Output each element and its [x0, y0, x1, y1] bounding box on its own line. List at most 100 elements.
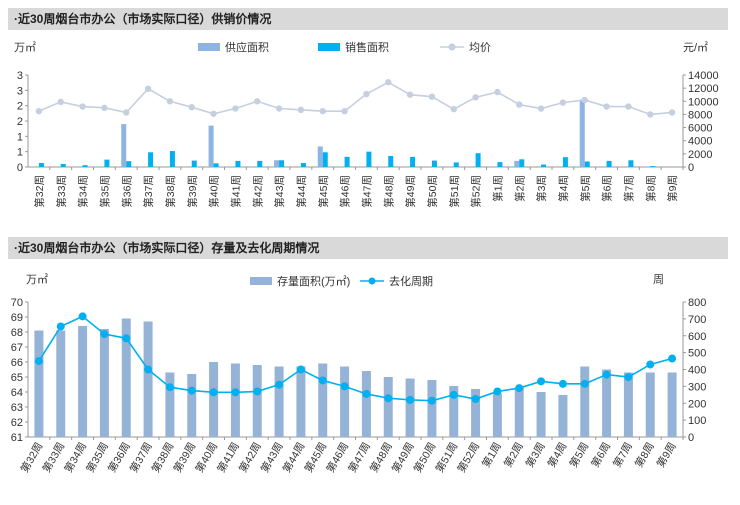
- x-tick-label: 第43周: [273, 175, 286, 208]
- point-均价: [188, 104, 195, 111]
- point-去化周期: [253, 387, 262, 396]
- point-去化周期: [340, 382, 349, 391]
- point-均价: [603, 103, 610, 110]
- bar-销售面积: [82, 165, 88, 167]
- point-去化周期: [34, 357, 43, 366]
- bar-存量面积(万㎡): [471, 389, 481, 437]
- bar-存量面积(万㎡): [602, 369, 612, 437]
- point-去化周期: [624, 373, 633, 382]
- bar-存量面积(万㎡): [99, 329, 109, 437]
- bar-销售面积: [104, 159, 110, 167]
- y-tick-label-right: 10000: [688, 96, 719, 108]
- bar-销售面积: [257, 160, 263, 167]
- bar-销售面积: [410, 156, 416, 167]
- bar-存量面积(万㎡): [645, 372, 655, 437]
- bar-供应面积: [579, 99, 585, 167]
- point-均价: [79, 103, 86, 110]
- bar-销售面积: [366, 151, 372, 167]
- point-均价: [144, 85, 152, 92]
- y-tick-label-left: 62: [11, 417, 23, 429]
- bar-存量面积(万㎡): [361, 371, 371, 437]
- point-均价: [559, 99, 567, 106]
- point-均价: [35, 107, 43, 115]
- point-去化周期: [318, 376, 327, 385]
- x-tick-label: 第9周: [654, 440, 679, 470]
- x-tick-label: 第7周: [622, 175, 635, 202]
- legend-swatch: [198, 43, 220, 51]
- y-tick-label-right: 300: [688, 381, 706, 393]
- x-tick-label: 第44周: [295, 175, 308, 208]
- x-tick-label: 第40周: [208, 175, 221, 208]
- bar-存量面积(万㎡): [296, 366, 306, 437]
- y-tick-label-right: 200: [688, 398, 706, 410]
- legend-label: 供应面积: [225, 40, 269, 54]
- y-tick-label-left: 1: [17, 131, 23, 143]
- stock-cycle-chart: 6162636465666768697001002003004005006007…: [11, 273, 707, 475]
- right-unit-label: 元/㎡: [683, 41, 708, 54]
- point-均价: [537, 105, 545, 112]
- point-去化周期: [275, 380, 284, 389]
- y-tick-label-left: 64: [11, 387, 23, 399]
- bar-存量面积(万㎡): [187, 374, 197, 437]
- left-unit-label: 万㎡: [26, 273, 48, 286]
- y-tick-label-left: 65: [11, 372, 23, 384]
- bar-销售面积: [431, 160, 437, 167]
- bar-销售面积: [169, 151, 175, 167]
- bar-销售面积: [541, 164, 547, 167]
- point-均价: [123, 109, 130, 116]
- x-tick-label: 第32周: [33, 175, 46, 208]
- point-均价: [232, 105, 239, 112]
- bar-销售面积: [475, 153, 481, 167]
- left-unit-label: 万㎡: [14, 41, 36, 54]
- point-均价: [647, 111, 654, 118]
- bar-销售面积: [453, 162, 459, 167]
- y-tick-label-right: 12000: [688, 83, 719, 95]
- bar-销售面积: [213, 163, 219, 167]
- y-tick-label-right: 500: [688, 348, 706, 360]
- y-tick-label-left: 69: [11, 312, 23, 324]
- point-去化周期: [165, 383, 174, 392]
- x-tick-label: 第6周: [601, 175, 614, 202]
- point-均价: [341, 107, 348, 115]
- bar-存量面积(万㎡): [536, 392, 546, 437]
- bar-销售面积: [388, 155, 394, 167]
- y-tick-label-right: 4000: [688, 136, 712, 148]
- point-去化周期: [362, 389, 371, 398]
- point-均价: [319, 107, 326, 115]
- line-均价: [38, 81, 673, 116]
- bar-销售面积: [519, 159, 525, 167]
- bar-存量面积(万㎡): [318, 363, 328, 437]
- bar-供应面积: [514, 160, 520, 167]
- bar-销售面积: [606, 160, 612, 167]
- right-unit-label: 周: [653, 273, 664, 286]
- bar-销售面积: [584, 161, 590, 167]
- x-tick-label: 第6周: [589, 440, 614, 470]
- x-tick-label: 第47周: [360, 175, 373, 208]
- point-去化周期: [56, 322, 65, 331]
- bar-存量面积(万㎡): [34, 330, 44, 437]
- legend-marker: [368, 277, 376, 285]
- point-均价: [363, 90, 370, 98]
- y-tick-label-left: 1: [17, 147, 23, 159]
- bar-存量面积(万㎡): [56, 330, 66, 437]
- y-tick-label-left: 68: [11, 327, 23, 339]
- x-tick-label: 第1周: [491, 175, 504, 202]
- bar-销售面积: [38, 163, 44, 167]
- y-tick-label-right: 700: [688, 314, 706, 326]
- x-tick-label: 第2周: [513, 175, 526, 202]
- bar-供应面积: [274, 160, 280, 167]
- point-去化周期: [384, 394, 393, 403]
- bar-存量面积(万㎡): [78, 326, 88, 437]
- x-tick-label: 第49周: [404, 175, 417, 208]
- legend-label: 去化周期: [389, 274, 433, 288]
- point-去化周期: [668, 354, 677, 363]
- point-均价: [254, 98, 261, 105]
- point-去化周期: [231, 388, 240, 397]
- x-tick-label: 第34周: [77, 175, 90, 208]
- bar-供应面积: [208, 125, 214, 167]
- bar-存量面积(万㎡): [558, 395, 568, 437]
- point-去化周期: [296, 365, 305, 374]
- x-tick-label: 第52周: [470, 175, 483, 208]
- bar-销售面积: [191, 160, 197, 167]
- point-去化周期: [78, 312, 87, 321]
